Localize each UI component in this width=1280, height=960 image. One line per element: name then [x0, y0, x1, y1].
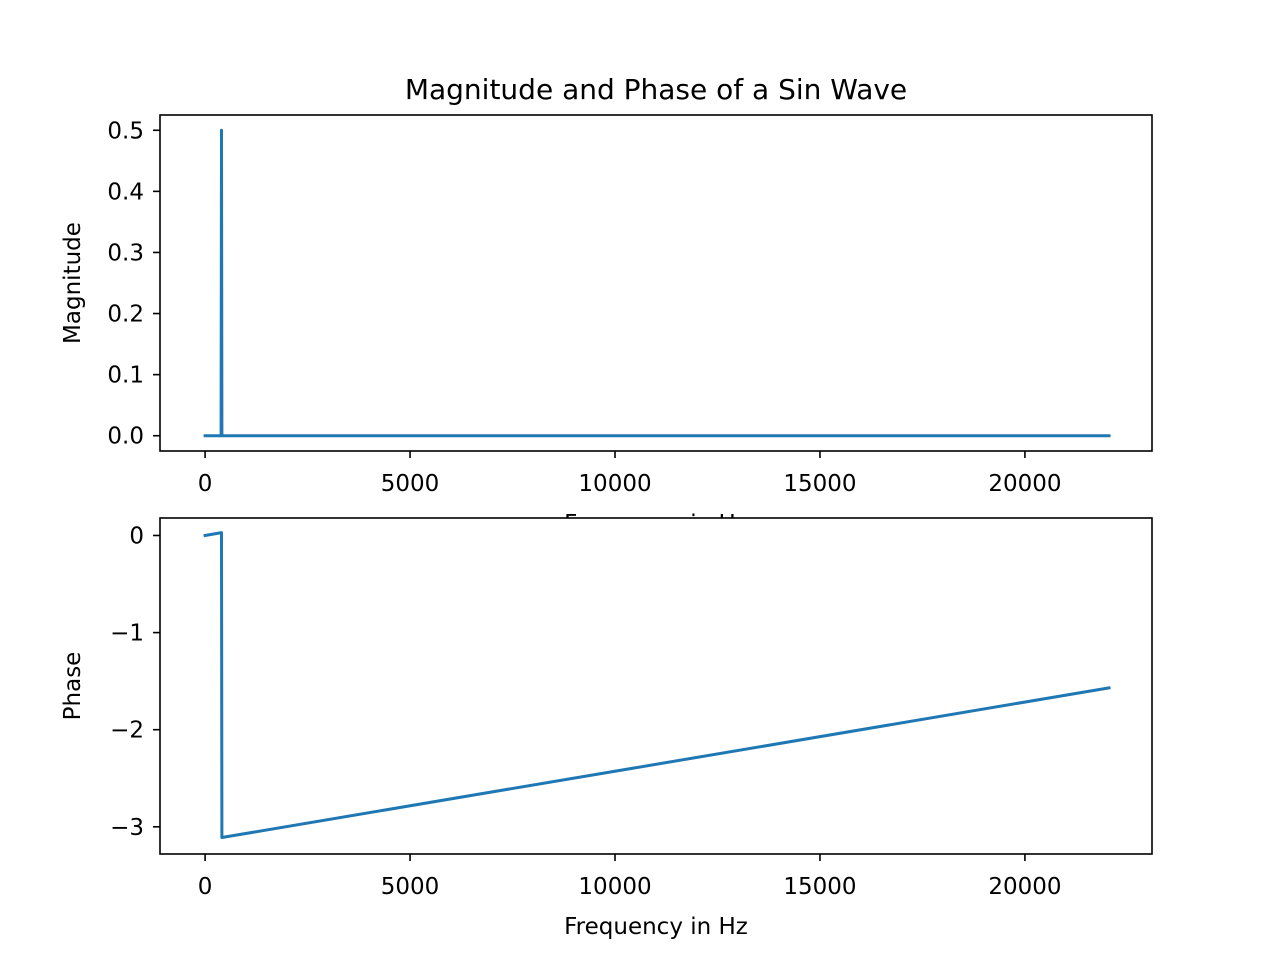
phase-y-tick-label: −1 — [110, 621, 144, 647]
magnitude-y-tick-label: 0.1 — [107, 363, 144, 389]
phase-x-tick-label: 15000 — [783, 874, 856, 900]
magnitude-x-tick-label: 0 — [198, 471, 213, 497]
magnitude-x-tick-label: 20000 — [988, 471, 1061, 497]
magnitude-y-axis-label: Magnitude — [60, 222, 86, 344]
figure-title: Magnitude and Phase of a Sin Wave — [405, 73, 907, 106]
magnitude-x-tick-label: 10000 — [578, 471, 651, 497]
phase-x-tick-label: 10000 — [578, 874, 651, 900]
phase-x-tick-label: 0 — [198, 874, 213, 900]
phase-axes-frame — [159, 517, 1153, 855]
phase-y-tick-label: −3 — [110, 815, 144, 841]
phase-y-axis-label: Phase — [60, 652, 86, 721]
magnitude-series-line — [203, 128, 1111, 438]
magnitude-y-tick-label: 0.3 — [107, 240, 144, 266]
phase-y-tick-label: −2 — [110, 718, 144, 744]
magnitude-x-tick-label: 5000 — [381, 471, 440, 497]
magnitude-y-tick-label: 0.5 — [107, 118, 144, 144]
phase-plot: 0 5000 10000 15000 20000 0 −1 −2 −3 Frequency in … — [60, 517, 1153, 940]
magnitude-y-tick-label: 0.0 — [107, 424, 144, 450]
phase-x-tick-label: 20000 — [988, 874, 1061, 900]
phase-series-line — [203, 531, 1111, 839]
magnitude-x-tick-label: 15000 — [783, 471, 856, 497]
phase-y-tick-label: 0 — [129, 523, 144, 549]
magnitude-y-tick-label: 0.4 — [107, 179, 144, 205]
magnitude-axes-frame — [159, 114, 1153, 452]
phase-axes-background — [160, 518, 1152, 854]
phase-x-axis-label: Frequency in Hz — [564, 914, 748, 940]
magnitude-y-tick-label: 0.2 — [107, 302, 144, 328]
phase-x-tick-label: 5000 — [381, 874, 440, 900]
magnitude-plot: 050001000015000200000.00.10.20.30.40.5Fr… — [60, 114, 1153, 537]
